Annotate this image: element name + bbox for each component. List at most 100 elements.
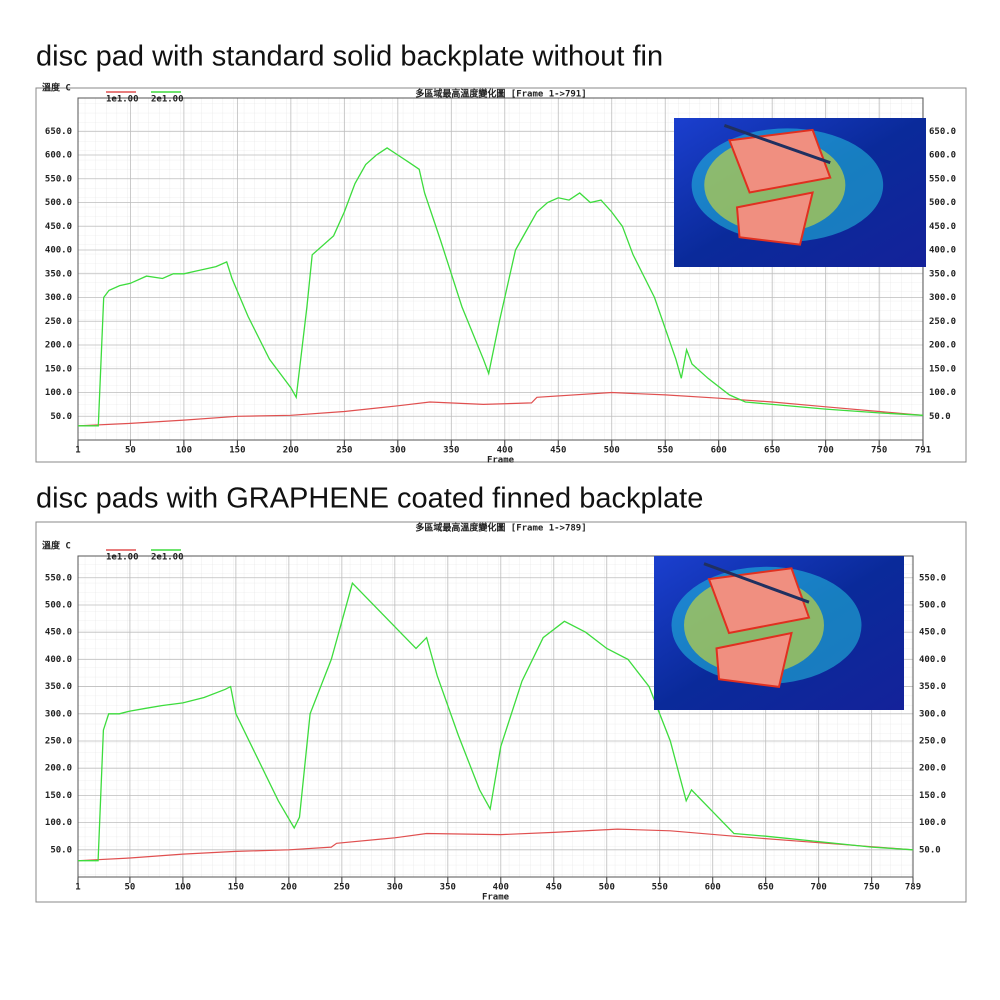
chart-subtitle: 多區域最高溫度變化圖 [Frame 1->789] xyxy=(415,522,586,534)
x-tick-label: 50 xyxy=(125,446,136,456)
x-tick-label: 650 xyxy=(764,446,780,456)
y-tick-label-right: 450.0 xyxy=(919,628,946,638)
x-tick-label: 100 xyxy=(175,883,191,893)
chart-title: disc pad with standard solid backplate w… xyxy=(36,41,663,73)
series-line xyxy=(77,391,924,427)
y-tick-label-right: 350.0 xyxy=(919,682,946,692)
x-tick-label: 550 xyxy=(657,446,673,456)
y-tick-label: 350.0 xyxy=(45,682,72,692)
y-tick-label-right: 550.0 xyxy=(929,174,956,184)
x-tick-label: 250 xyxy=(334,883,350,893)
x-tick-label: 500 xyxy=(604,446,620,456)
thermal-hot xyxy=(707,567,811,635)
x-tick-label: 350 xyxy=(443,446,459,456)
y-tick-label-right: 150.0 xyxy=(919,791,946,801)
series-line xyxy=(77,828,914,862)
x-tick-label: 789 xyxy=(905,883,921,893)
thermal-hot xyxy=(728,128,832,194)
y-tick-label: 250.0 xyxy=(45,736,72,746)
y-tick-label-right: 500.0 xyxy=(919,600,946,610)
y-tick-label: 550.0 xyxy=(45,174,72,184)
y-tick-label: 450.0 xyxy=(45,628,72,638)
y-tick-label: 100.0 xyxy=(45,388,72,398)
x-tick-label: 1 xyxy=(75,446,80,456)
y-tick-label: 650.0 xyxy=(45,127,72,137)
y-tick-label: 600.0 xyxy=(45,151,72,161)
x-tick-label: 450 xyxy=(550,446,566,456)
x-tick-label: 200 xyxy=(281,883,297,893)
y-tick-label: 500.0 xyxy=(45,198,72,208)
y-tick-label-right: 450.0 xyxy=(929,222,956,232)
chart-title: disc pads with GRAPHENE coated finned ba… xyxy=(36,483,703,515)
y-tick-label: 150.0 xyxy=(45,364,72,374)
legend-label: 1e1.00 xyxy=(106,95,139,105)
y-tick-label: 250.0 xyxy=(45,317,72,327)
legend-label: 2e1.00 xyxy=(151,95,184,105)
x-tick-label: 50 xyxy=(125,883,136,893)
y-tick-label: 300.0 xyxy=(45,709,72,719)
y-tick-label: 200.0 xyxy=(45,341,72,351)
x-tick-label: 791 xyxy=(915,446,931,456)
x-tick-label: 700 xyxy=(818,446,834,456)
y-tick-label-right: 150.0 xyxy=(929,364,956,374)
y-tick-label-right: 250.0 xyxy=(919,736,946,746)
x-tick-label: 200 xyxy=(283,446,299,456)
x-tick-label: 400 xyxy=(497,446,513,456)
thermal-image xyxy=(654,556,904,710)
y-tick-label: 50.0 xyxy=(50,412,72,422)
y-tick-label-right: 400.0 xyxy=(919,655,946,665)
x-tick-label: 300 xyxy=(387,883,403,893)
y-tick-label: 100.0 xyxy=(45,818,72,828)
x-tick-label: 500 xyxy=(599,883,615,893)
y-tick-label-right: 500.0 xyxy=(929,198,956,208)
x-axis-label: Frame xyxy=(487,456,515,466)
x-tick-label: 550 xyxy=(652,883,668,893)
y-tick-label: 200.0 xyxy=(45,764,72,774)
y-tick-label-right: 350.0 xyxy=(929,269,956,279)
y-tick-label: 350.0 xyxy=(45,269,72,279)
y-tick-label: 150.0 xyxy=(45,791,72,801)
y-tick-label-right: 600.0 xyxy=(929,151,956,161)
y-tick-label-right: 100.0 xyxy=(929,388,956,398)
x-tick-label: 150 xyxy=(229,446,245,456)
x-tick-label: 1 xyxy=(75,883,80,893)
x-tick-label: 600 xyxy=(705,883,721,893)
y-tick-label: 450.0 xyxy=(45,222,72,232)
x-tick-label: 600 xyxy=(711,446,727,456)
y-tick-label: 400.0 xyxy=(45,655,72,665)
x-axis-label: Frame xyxy=(482,893,510,903)
x-tick-label: 750 xyxy=(864,883,880,893)
plot-border xyxy=(77,555,914,878)
y-axis-label: 溫度 C xyxy=(42,540,71,552)
plot-border xyxy=(77,97,924,441)
x-tick-label: 350 xyxy=(440,883,456,893)
x-tick-label: 300 xyxy=(390,446,406,456)
y-tick-label-right: 50.0 xyxy=(919,845,941,855)
y-tick-label-right: 300.0 xyxy=(919,709,946,719)
legend-label: 2e1.00 xyxy=(151,553,184,563)
thermal-edge xyxy=(723,124,831,165)
y-tick-label: 300.0 xyxy=(45,293,72,303)
y-tick-label-right: 200.0 xyxy=(929,341,956,351)
x-tick-label: 400 xyxy=(493,883,509,893)
x-tick-label: 650 xyxy=(758,883,774,893)
legend-label: 1e1.00 xyxy=(106,553,139,563)
y-tick-label-right: 100.0 xyxy=(919,818,946,828)
x-tick-label: 450 xyxy=(546,883,562,893)
thermal-hot xyxy=(735,191,814,246)
x-tick-label: 700 xyxy=(811,883,827,893)
thermal-hot xyxy=(715,631,793,689)
y-tick-label: 50.0 xyxy=(50,845,72,855)
y-tick-label-right: 250.0 xyxy=(929,317,956,327)
y-axis-label: 溫度 C xyxy=(42,82,71,94)
series-line xyxy=(78,581,914,862)
x-tick-label: 250 xyxy=(336,446,352,456)
y-tick-label: 500.0 xyxy=(45,600,72,610)
x-tick-label: 750 xyxy=(871,446,887,456)
y-tick-label-right: 400.0 xyxy=(929,246,956,256)
y-tick-label-right: 50.0 xyxy=(929,412,951,422)
y-tick-label: 400.0 xyxy=(45,246,72,256)
thermal-image xyxy=(674,118,926,267)
y-tick-label-right: 200.0 xyxy=(919,764,946,774)
